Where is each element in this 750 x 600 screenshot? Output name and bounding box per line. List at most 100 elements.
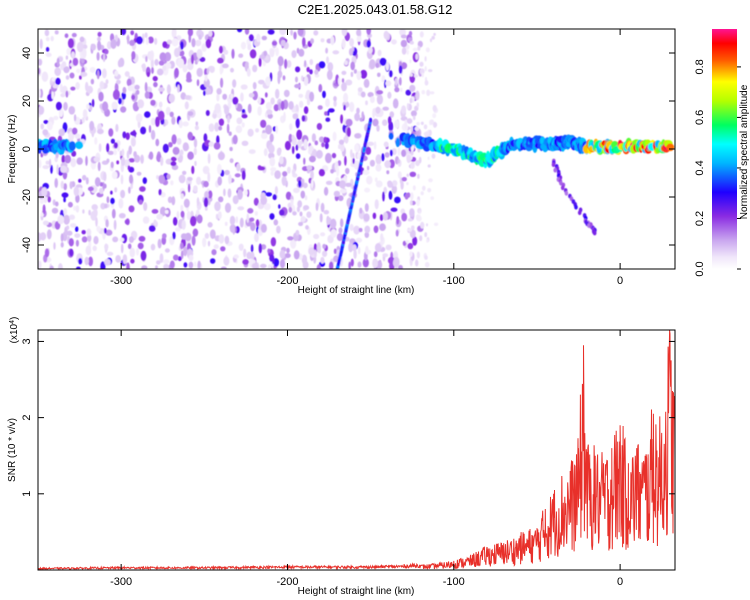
noise-blob [118,97,122,105]
noise-blob [298,221,304,227]
noise-blob [53,115,59,121]
snr-y-tick-label: 3 [21,338,33,344]
noise-blob [55,201,59,207]
noise-blob [171,196,176,206]
noise-blob [265,102,272,110]
speckle-blob [417,173,420,179]
speckle-blob [428,178,433,183]
speckle-blob [423,124,428,130]
noise-blob [260,132,268,140]
noise-blob [182,170,187,175]
speckle-blob [409,40,414,45]
noise-blob [407,242,414,250]
noise-blob [236,117,243,125]
noise-blob [87,234,92,242]
noise-blob [405,89,412,96]
noise-blob [113,219,117,230]
noise-blob [53,242,56,250]
noise-blob [158,189,162,196]
noise-blob [168,93,175,103]
speckle-blob [431,35,435,40]
noise-blob [193,185,198,193]
noise-blob [404,193,409,200]
noise-blob [203,197,209,208]
noise-blob [112,89,120,100]
snr-series-line [38,330,675,570]
noise-blob [317,246,321,254]
noise-blob [232,79,237,88]
noise-blob [249,217,255,222]
noise-blob [214,122,220,132]
noise-blob [156,175,159,180]
noise-blob [100,202,106,210]
noise-blob [102,101,109,112]
noise-blob [110,39,117,49]
noise-blob [191,165,195,175]
noise-blob [148,51,154,61]
noise-blob [295,76,298,83]
noise-blob [99,182,104,187]
noise-blob [177,256,182,262]
noise-blob [120,156,126,167]
noise-blob [64,154,71,164]
noise-blob [228,131,232,136]
speckle-blob [427,188,432,193]
noise-blob [115,255,121,263]
speckle-blob [416,102,419,108]
noise-blob [398,65,403,74]
noise-blob [229,146,233,152]
speckle-blob [417,45,421,51]
noise-blob [134,84,140,90]
noise-blob [295,153,301,160]
noise-blob [319,136,325,143]
noise-blob [162,143,169,153]
noise-blob [156,68,164,76]
noise-blob [204,206,208,211]
noise-blob [94,177,101,187]
speckle-blob [427,164,431,168]
noise-blob [97,161,101,172]
colorbar-tick-label: 0.2 [694,211,706,226]
noise-blob [186,210,191,220]
noise-blob [171,134,177,145]
noise-blob [76,157,83,165]
noise-blob [219,65,223,75]
noise-blob [128,205,135,213]
noise-blob [290,198,294,206]
noise-blob [107,150,114,155]
noise-blob [158,101,163,108]
noise-blob [38,67,41,75]
noise-blob [93,208,98,218]
noise-blob [382,212,388,221]
noise-blob [60,242,64,248]
noise-blob [39,232,47,241]
noise-blob [293,187,300,194]
noise-blob [299,211,303,217]
noise-blob [132,83,136,94]
speckle-blob [415,160,420,167]
noise-blob [394,87,400,93]
noise-blob [137,99,145,109]
noise-blob [218,118,225,126]
noise-blob [412,115,416,121]
noise-blob [180,210,185,218]
noise-blob [42,129,49,136]
noise-blob [267,113,273,119]
noise-blob [237,206,245,211]
noise-blob [160,156,164,166]
noise-blob [207,153,211,164]
spectrogram-y-tick-label: 20 [21,95,33,107]
noise-blob [238,53,244,58]
streak-blob [369,117,373,123]
noise-blob [243,248,247,258]
noise-blob [183,198,190,208]
noise-blob [128,186,131,194]
noise-blob [50,164,53,174]
noise-blob [282,171,288,177]
noise-blob [270,237,277,247]
noise-blob [377,49,382,57]
noise-blob [120,106,127,113]
noise-blob [94,137,98,145]
noise-blob [236,163,241,172]
noise-blob [294,104,299,114]
